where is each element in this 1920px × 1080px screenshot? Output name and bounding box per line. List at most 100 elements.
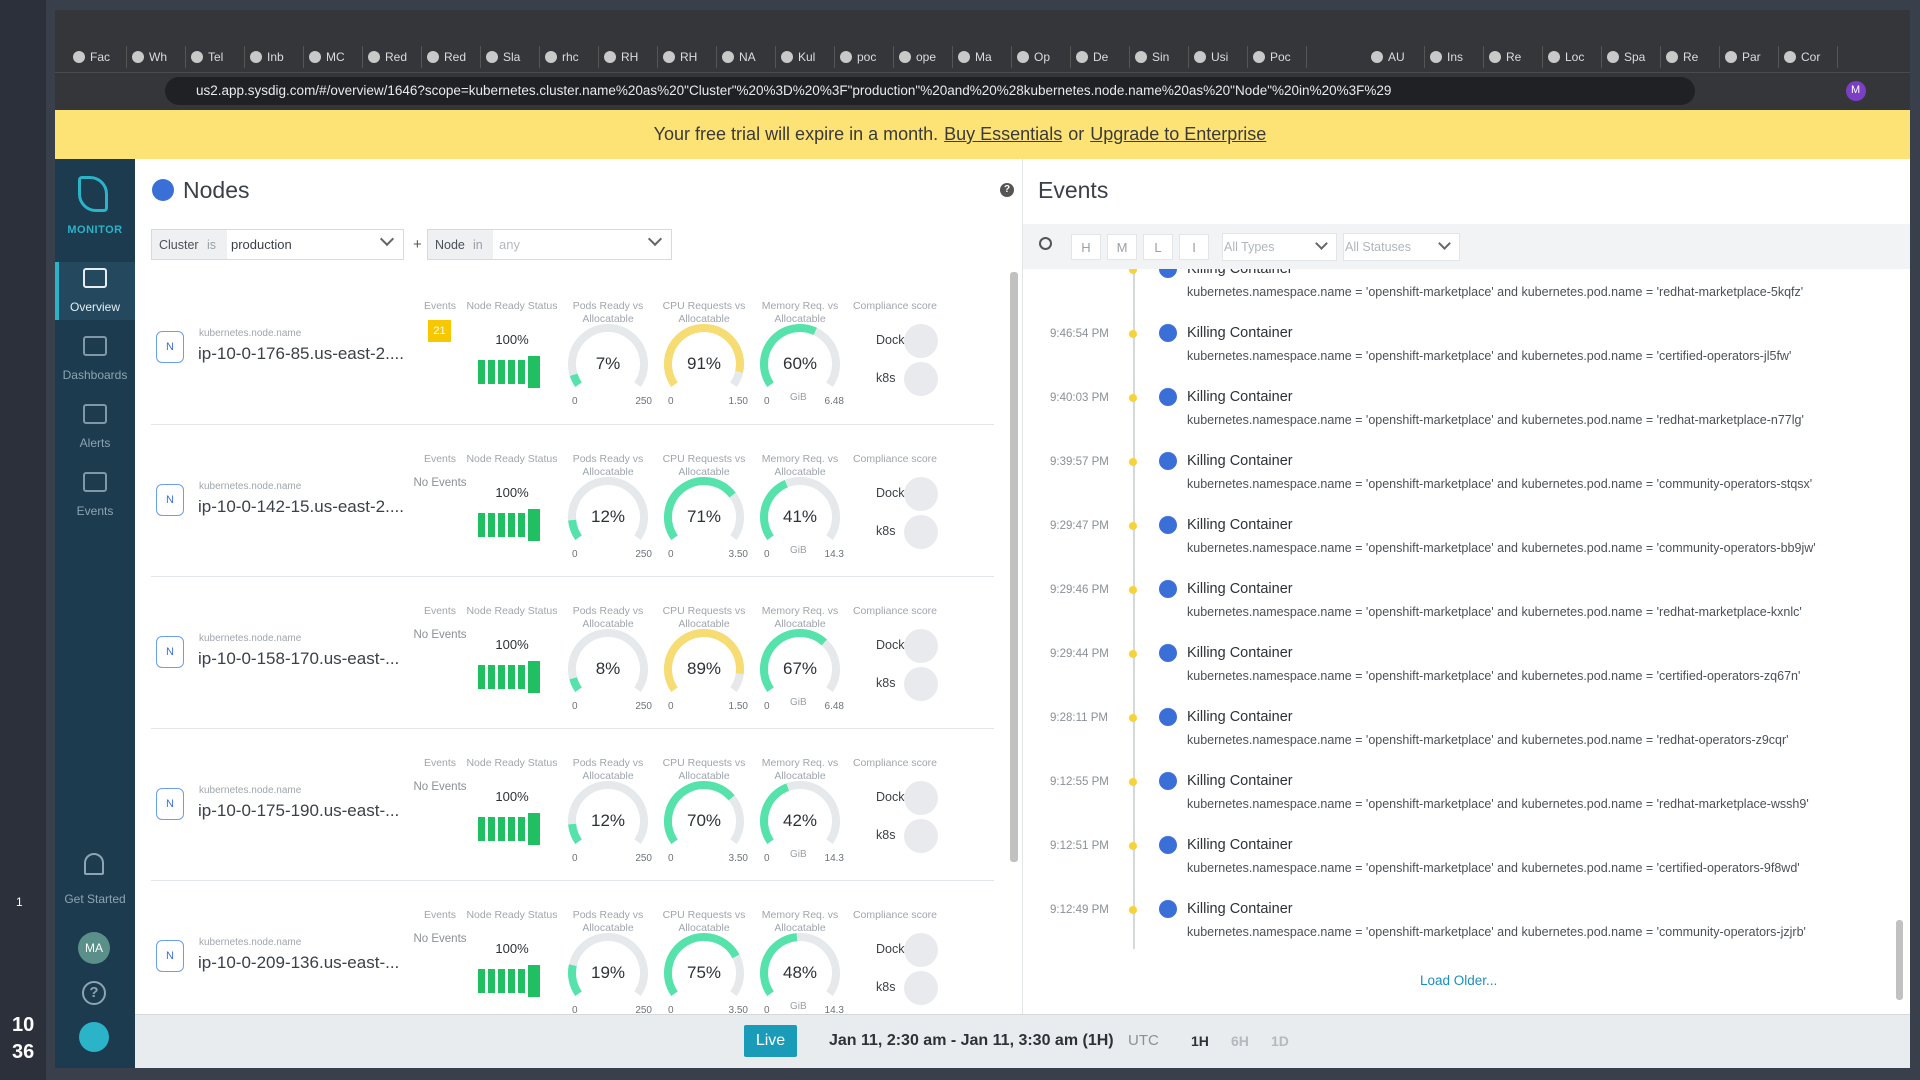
nav-label[interactable]: Events bbox=[76, 504, 114, 518]
gauge-min: 0 bbox=[572, 1005, 578, 1014]
severity-filter[interactable]: H bbox=[1071, 234, 1101, 260]
browser-tab[interactable]: Ma bbox=[953, 46, 1012, 68]
browser-tab[interactable]: Sin bbox=[1130, 46, 1189, 68]
column-header: Pods Ready vs Allocatable bbox=[572, 300, 644, 325]
browser-tab[interactable]: poc bbox=[835, 46, 894, 68]
node-name[interactable]: ip-10-0-176-85.us-east-2.... bbox=[198, 344, 404, 363]
gauge-label: 91% bbox=[686, 354, 722, 373]
time-span[interactable]: 1D bbox=[1271, 1033, 1289, 1049]
help[interactable]: ? bbox=[1000, 183, 1014, 197]
browser-tab[interactable]: Red bbox=[363, 46, 422, 68]
live-button[interactable] bbox=[744, 1025, 797, 1057]
browser-tab[interactable]: Kul bbox=[776, 46, 835, 68]
browser-tab[interactable]: Wh bbox=[127, 46, 186, 68]
browser-tab[interactable]: NA bbox=[717, 46, 776, 68]
browser-tab[interactable]: Par bbox=[1720, 46, 1779, 68]
event-title[interactable]: Killing Container bbox=[1187, 645, 1293, 661]
node-name[interactable]: ip-10-0-209-136.us-east-... bbox=[198, 953, 400, 972]
event-title[interactable]: Killing Container bbox=[1187, 581, 1293, 597]
compliance-dot bbox=[904, 362, 938, 396]
time-zone[interactable]: UTC bbox=[1128, 1032, 1159, 1049]
browser-tab[interactable]: RH bbox=[658, 46, 717, 68]
events-none: No Events bbox=[413, 781, 467, 793]
event-time: 9:12:49 PM bbox=[1050, 904, 1109, 916]
browser-tab[interactable]: Usi bbox=[1189, 46, 1248, 68]
avatar[interactable]: MA bbox=[85, 941, 103, 955]
browser-tab[interactable]: Inb bbox=[245, 46, 304, 68]
ready-bar bbox=[488, 969, 495, 993]
column-header: Events bbox=[423, 605, 457, 617]
url-field[interactable] bbox=[165, 77, 1695, 105]
browser-tab[interactable]: Tel bbox=[186, 46, 245, 68]
compliance-label: k8s bbox=[876, 980, 896, 994]
browser-tab[interactable]: Op bbox=[1012, 46, 1071, 68]
node-name[interactable]: ip-10-0-158-170.us-east-... bbox=[198, 649, 400, 668]
gauge-min: 0 bbox=[572, 853, 578, 864]
event-title[interactable]: Killing Container bbox=[1187, 709, 1293, 725]
ready-bar bbox=[498, 360, 505, 384]
gauge-label: 8% bbox=[595, 659, 621, 678]
dropdown[interactable] bbox=[1222, 233, 1337, 261]
profile-circle[interactable] bbox=[1846, 81, 1866, 101]
chat-button[interactable] bbox=[79, 1022, 109, 1052]
compliance-dot bbox=[904, 819, 938, 853]
event-time: 9:46:54 PM bbox=[1050, 328, 1109, 340]
nav-label[interactable]: Dashboards bbox=[62, 368, 128, 382]
avatar-circle[interactable] bbox=[78, 932, 110, 964]
nav-icon bbox=[83, 268, 107, 288]
time-range[interactable]: Jan 11, 2:30 am - Jan 11, 3:30 am (1H) bbox=[829, 1032, 1114, 1049]
ready-bar bbox=[508, 969, 515, 993]
browser-tab[interactable]: AU bbox=[1366, 46, 1425, 68]
browser-tab[interactable]: Loc bbox=[1543, 46, 1602, 68]
browser-tab[interactable]: Cor bbox=[1779, 46, 1838, 68]
nav-label[interactable]: Get Started bbox=[64, 892, 126, 906]
browser-tab[interactable]: Spa bbox=[1602, 46, 1661, 68]
gauge-label: 41% bbox=[782, 507, 818, 526]
event-icon bbox=[1159, 772, 1177, 790]
event-title[interactable]: Killing Container bbox=[1187, 901, 1293, 917]
active-tab[interactable] bbox=[1307, 40, 1366, 72]
severity-filter[interactable]: M bbox=[1107, 234, 1137, 260]
time-span[interactable]: 1H bbox=[1191, 1033, 1209, 1049]
browser-tab[interactable]: Fac bbox=[68, 46, 127, 68]
gauge-label: 71% bbox=[686, 507, 722, 526]
event-title[interactable]: Killing Container bbox=[1187, 269, 1293, 277]
nav-label[interactable]: Alerts bbox=[79, 436, 111, 450]
browser-tab[interactable]: rhc bbox=[540, 46, 599, 68]
severity-filter[interactable]: L bbox=[1143, 234, 1173, 260]
severity-filter[interactable]: I bbox=[1179, 234, 1209, 260]
url[interactable]: us2.app.sysdig.com/#/overview/1646?scope… bbox=[196, 83, 1392, 98]
event-icon bbox=[1159, 644, 1177, 662]
browser-tab[interactable]: Red bbox=[422, 46, 481, 68]
dropdown[interactable] bbox=[1343, 233, 1460, 261]
browser-tab[interactable]: Sla bbox=[481, 46, 540, 68]
banner-link[interactable]: Upgrade to Enterprise bbox=[1090, 124, 1267, 144]
browser-tab[interactable]: De bbox=[1071, 46, 1130, 68]
browser-tab[interactable]: Poc bbox=[1248, 46, 1307, 68]
browser-tab[interactable]: Re bbox=[1484, 46, 1543, 68]
time-span[interactable]: 6H bbox=[1231, 1033, 1249, 1049]
help[interactable]: ? bbox=[82, 981, 106, 1005]
browser-tab[interactable]: MC bbox=[304, 46, 363, 68]
nodes-icon bbox=[152, 179, 174, 201]
gauge-label: 12% bbox=[590, 811, 626, 830]
browser-tab[interactable]: Ins bbox=[1425, 46, 1484, 68]
load-older[interactable]: Load Older... bbox=[1420, 973, 1498, 988]
browser-tab[interactable]: Re bbox=[1661, 46, 1720, 68]
live[interactable]: Live bbox=[755, 1032, 786, 1049]
browser-tab[interactable]: ope bbox=[894, 46, 953, 68]
filter-op: is bbox=[207, 238, 217, 252]
event-title[interactable]: Killing Container bbox=[1187, 517, 1293, 533]
browser-tab[interactable]: RH bbox=[599, 46, 658, 68]
gauge-unit: GiB bbox=[790, 697, 807, 708]
nav-label[interactable]: Overview bbox=[69, 300, 120, 314]
event-title[interactable]: Killing Container bbox=[1187, 389, 1293, 405]
banner-link[interactable]: Buy Essentials bbox=[944, 124, 1063, 144]
event-title[interactable]: Killing Container bbox=[1187, 773, 1293, 789]
event-title[interactable]: Killing Container bbox=[1187, 837, 1293, 853]
event-title[interactable]: Killing Container bbox=[1187, 325, 1293, 341]
node-name[interactable]: ip-10-0-142-15.us-east-2.... bbox=[198, 497, 404, 516]
node-name[interactable]: ip-10-0-175-190.us-east-... bbox=[198, 801, 400, 820]
event-title[interactable]: Killing Container bbox=[1187, 453, 1293, 469]
events-badge[interactable]: 21 bbox=[428, 320, 451, 342]
